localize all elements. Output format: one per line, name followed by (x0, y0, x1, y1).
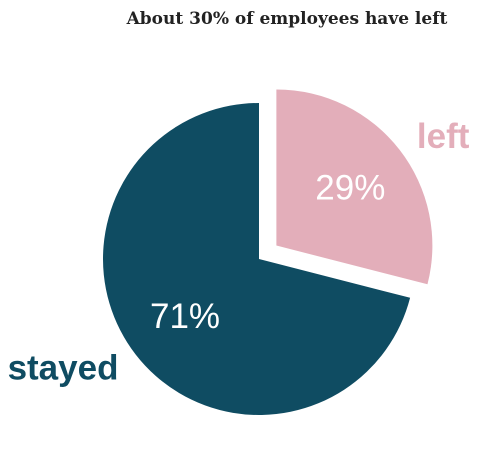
pie-slice-stayed (102, 103, 411, 415)
pie-slice-left (276, 89, 433, 285)
pie-category-label-left: left (417, 117, 470, 156)
pie-labels: 71% stayed 29% left (8, 117, 470, 387)
pie-slices (102, 89, 433, 415)
pie-value-label-left: 29% (315, 169, 385, 208)
chart-title: About 30% of employees have left (126, 9, 448, 29)
pie-value-label-stayed: 71% (150, 297, 220, 336)
pie-category-label-stayed: stayed (8, 348, 119, 387)
